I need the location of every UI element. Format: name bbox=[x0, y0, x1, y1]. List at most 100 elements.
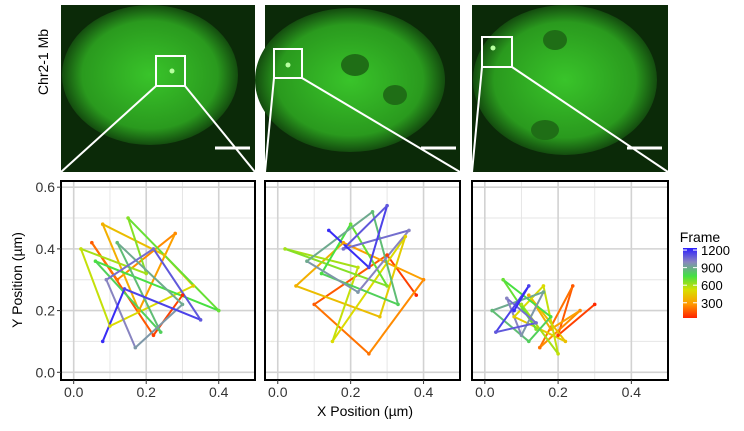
trajectory-point bbox=[421, 277, 426, 282]
trajectory-point bbox=[526, 293, 531, 297]
trajectory-step bbox=[513, 285, 545, 318]
trajectory-step bbox=[90, 242, 119, 281]
plot-frame bbox=[264, 180, 461, 381]
trajectory-step bbox=[116, 232, 176, 281]
trajectory-point bbox=[403, 234, 408, 239]
trajectory-step bbox=[495, 321, 537, 334]
trajectory-point bbox=[115, 240, 120, 245]
y-axis-label: Y Position (µm) bbox=[9, 232, 25, 328]
trajectory-point bbox=[385, 253, 389, 257]
trajectory-point bbox=[162, 253, 167, 257]
trajectory-step bbox=[550, 309, 581, 330]
trajectory-point bbox=[592, 302, 597, 307]
trajectory-point bbox=[505, 296, 509, 301]
x-tick-label: 0.2 bbox=[136, 384, 156, 400]
trajectory-point bbox=[341, 240, 346, 245]
trajectory-point bbox=[312, 302, 317, 307]
trajectory-point bbox=[122, 287, 127, 291]
trajectory-step bbox=[528, 294, 567, 343]
trajectory-point bbox=[126, 216, 130, 220]
trajectory-step bbox=[539, 309, 581, 349]
trajectory-step bbox=[101, 223, 140, 311]
trajectory-step bbox=[134, 303, 184, 349]
plot-panel bbox=[264, 180, 461, 381]
trajectory-point bbox=[407, 228, 411, 233]
trajectory-point bbox=[512, 308, 516, 313]
colorbar-tick-label: 300 bbox=[701, 296, 723, 311]
plot-panel bbox=[60, 180, 256, 381]
x-tick-label: 0.0 bbox=[64, 384, 84, 400]
trajectory-step bbox=[378, 236, 407, 318]
trajectory-step bbox=[295, 284, 381, 318]
trajectory-point bbox=[490, 308, 494, 313]
trajectory-point bbox=[191, 284, 196, 288]
trajectory-step bbox=[342, 204, 388, 250]
trajectory-step bbox=[506, 297, 537, 324]
trajectory-point bbox=[378, 314, 382, 319]
trajectory-step bbox=[124, 288, 201, 321]
trajectory-step bbox=[328, 229, 370, 269]
trajectory-step bbox=[557, 285, 574, 336]
micrograph bbox=[255, 5, 461, 173]
micrograph bbox=[471, 5, 669, 173]
x-tick-label: 0.4 bbox=[622, 384, 642, 400]
y-tick-label: 0.2 bbox=[36, 303, 56, 319]
trajectory-point bbox=[548, 327, 553, 331]
trajectory-point bbox=[385, 284, 389, 288]
x-tick-label: 0.4 bbox=[209, 384, 229, 400]
trajectory-point bbox=[115, 277, 120, 282]
trajectory-point bbox=[137, 308, 141, 313]
trajectory-point bbox=[494, 330, 498, 334]
y-tick-label: 0.4 bbox=[36, 241, 56, 257]
trajectory-point bbox=[100, 222, 105, 226]
row-label: Chr2-1 Mb bbox=[35, 29, 51, 95]
trajectory-point bbox=[216, 308, 221, 313]
trajectory-step bbox=[101, 288, 126, 342]
trajectory-point bbox=[570, 284, 575, 288]
trajectory-point bbox=[90, 240, 94, 245]
trajectory-point bbox=[541, 284, 546, 288]
colorbar bbox=[683, 248, 697, 318]
trajectory-point bbox=[326, 228, 331, 233]
trajectory-point bbox=[180, 302, 185, 307]
x-axis-label: X Position (µm) bbox=[317, 403, 413, 419]
trajectory-point bbox=[173, 231, 178, 236]
trajectory-point bbox=[385, 203, 389, 208]
trajectory-step bbox=[152, 248, 202, 321]
plot-frame bbox=[471, 180, 669, 381]
trajectory-step bbox=[502, 279, 537, 330]
trajectory-point bbox=[93, 259, 98, 264]
trajectory-point bbox=[283, 247, 287, 251]
trajectory-point bbox=[367, 351, 371, 356]
trajectory-point bbox=[519, 333, 524, 338]
trajectory-point bbox=[526, 284, 531, 288]
trajectory-point bbox=[198, 318, 203, 322]
trajectory-step bbox=[284, 247, 388, 287]
plot-background bbox=[265, 181, 460, 380]
trajectory-point bbox=[108, 324, 112, 328]
plot-background bbox=[472, 181, 668, 380]
trajectory-step bbox=[386, 254, 418, 296]
trajectory-point bbox=[556, 333, 560, 338]
trajectory-step bbox=[95, 260, 220, 312]
trajectory-step bbox=[116, 241, 184, 306]
trajectory-point bbox=[330, 339, 335, 344]
plot-frame bbox=[60, 180, 256, 381]
x-tick-label: 0.4 bbox=[414, 384, 434, 400]
trajectory-point bbox=[356, 290, 360, 294]
y-tick-label: 0.0 bbox=[36, 364, 56, 380]
trajectory-step bbox=[105, 248, 155, 281]
trajectory-point bbox=[151, 333, 156, 338]
colorbar-tick-label: 600 bbox=[701, 278, 723, 293]
trajectory-point bbox=[501, 277, 505, 282]
trajectory-step bbox=[116, 242, 162, 333]
trajectory-point bbox=[305, 259, 309, 264]
trajectory-point bbox=[526, 339, 531, 344]
y-tick-label: 0.6 bbox=[36, 179, 56, 195]
trajectory-step bbox=[306, 211, 374, 263]
trajectory-point bbox=[144, 271, 149, 276]
trajectory-step bbox=[94, 260, 162, 333]
trajectory-point bbox=[341, 247, 346, 251]
colorbar-tick-label: 1200 bbox=[701, 243, 730, 258]
